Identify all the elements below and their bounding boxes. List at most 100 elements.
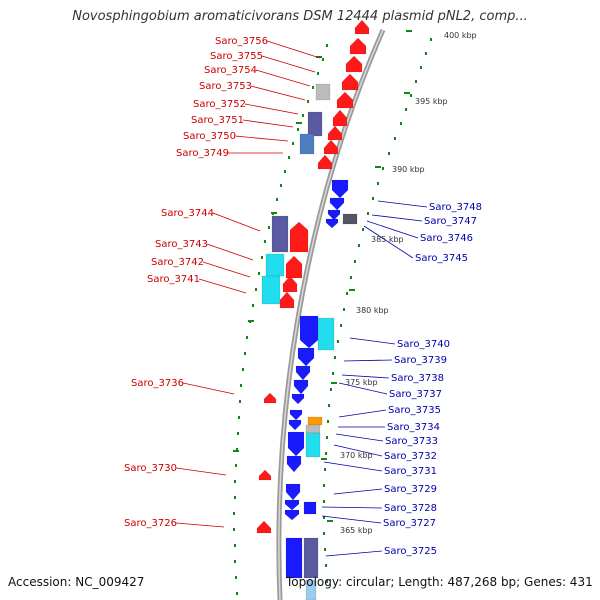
tick-dot (330, 388, 332, 391)
reverse-gene-arrow (293, 379, 309, 395)
reverse-gene-arrow (289, 409, 303, 421)
tick-dot (388, 152, 390, 155)
leader-line-left (212, 212, 261, 232)
reverse-gene-box (285, 537, 303, 579)
forward-gene-arrow (349, 37, 367, 55)
accession-text: Accession: NC_009427 (8, 575, 145, 589)
tick-dot (343, 308, 345, 311)
gene-label-left: Saro_3756 (215, 36, 268, 47)
leader-line-right (363, 225, 414, 259)
tick-major (331, 382, 337, 384)
leader-line-right (325, 550, 383, 557)
tick-dot (302, 114, 304, 117)
kbp-label: 390 kbp (392, 165, 425, 174)
gene-label-right: Saro_3727 (383, 518, 436, 529)
gene-label-right: Saro_3746 (420, 233, 473, 244)
tick-dot (238, 416, 240, 419)
tick-dot (252, 304, 254, 307)
forward-gene-arrow (336, 91, 354, 109)
gene-label-left: Saro_3753 (199, 81, 252, 92)
tick-dot (323, 516, 325, 519)
gene-label-left: Saro_3755 (210, 51, 263, 62)
tick-dot (236, 448, 238, 451)
dark-feature (342, 213, 358, 225)
tick-dot (324, 468, 326, 471)
reverse-gene-arrow (299, 315, 319, 349)
summary-text: Topology: circular; Length: 487,268 bp; … (286, 575, 593, 589)
gene-label-left: Saro_3743 (155, 239, 208, 250)
leader-line-left (206, 243, 254, 261)
leader-line-left (182, 382, 235, 395)
label-lines (175, 40, 428, 557)
reverse-gene-box (303, 501, 317, 515)
tick-dot (233, 512, 235, 515)
cyan-feature (305, 432, 321, 458)
gene-label-left: Saro_3751 (191, 115, 244, 126)
leader-line-right (333, 444, 383, 457)
tick-dot (297, 128, 299, 131)
leader-line-right (343, 359, 393, 362)
tick-dot (354, 260, 356, 263)
forward-gene-arrow (282, 275, 298, 293)
gene-label-left: Saro_3744 (161, 208, 214, 219)
gene-label-right: Saro_3731 (384, 466, 437, 477)
forward-gene-arrow (258, 469, 272, 481)
reverse-gene-arrow (297, 347, 315, 367)
leader-line-right (338, 382, 388, 395)
tick-dot (237, 432, 239, 435)
leader-line-left (202, 261, 251, 278)
forward-gene-arrow (341, 73, 359, 91)
gene-label-left: Saro_3752 (193, 99, 246, 110)
tick-dot (326, 580, 328, 583)
tick-major (404, 92, 410, 94)
reverse-gene-arrow (284, 509, 300, 521)
reverse-gene-arrow (291, 393, 305, 405)
tick-dot (362, 228, 364, 231)
tick-dot (323, 500, 325, 503)
tick-dot (346, 292, 348, 295)
forward-gene-arrow (289, 221, 309, 253)
tick-dot (420, 66, 422, 69)
cyan-feature (265, 253, 285, 277)
gene-label-right: Saro_3725 (384, 546, 437, 557)
gene-label-right: Saro_3735 (388, 405, 441, 416)
forward-gene-arrow (285, 255, 303, 279)
tick-major (296, 122, 302, 124)
tick-dot (261, 256, 263, 259)
tick-dot (235, 576, 237, 579)
leader-line-right (321, 506, 383, 509)
gene-label-right: Saro_3738 (391, 373, 444, 384)
tick-dot (280, 184, 282, 187)
gene-label-right: Saro_3745 (415, 253, 468, 264)
forward-gene-arrow (332, 109, 348, 127)
leader-line-left (175, 467, 227, 476)
kbp-label: 365 kbp (340, 526, 373, 535)
reverse-gene-arrow (286, 455, 302, 473)
tick-dot (326, 436, 328, 439)
kbp-label: 400 kbp (444, 31, 477, 40)
tick-dot (307, 100, 309, 103)
tick-dot (400, 122, 402, 125)
gene-label-left: Saro_3750 (183, 131, 236, 142)
purple-feature (271, 215, 289, 253)
gene-label-right: Saro_3747 (424, 216, 477, 227)
kbp-labels: 400 kbp 395 kbp 390 kbp 385 kbp 380 kbp 375 k… (340, 31, 477, 535)
gene-label-right: Saro_3737 (389, 389, 442, 400)
leader-line-right (333, 488, 383, 495)
tick-dot (350, 276, 352, 279)
leader-line-right (323, 461, 383, 472)
tick-dot (334, 356, 336, 359)
tick-dot (234, 544, 236, 547)
tick-major (406, 30, 412, 32)
tick-dot (284, 170, 286, 173)
tick-dot (323, 532, 325, 535)
leader-line-right (341, 374, 390, 379)
grey-feature (315, 83, 331, 101)
light-blue-feature (305, 579, 317, 600)
tick-dot (239, 400, 241, 403)
kbp-label: 395 kbp (415, 97, 448, 106)
gene-label-left: Saro_3736 (131, 378, 184, 389)
tick-dot (332, 372, 334, 375)
tick-dot (233, 528, 235, 531)
